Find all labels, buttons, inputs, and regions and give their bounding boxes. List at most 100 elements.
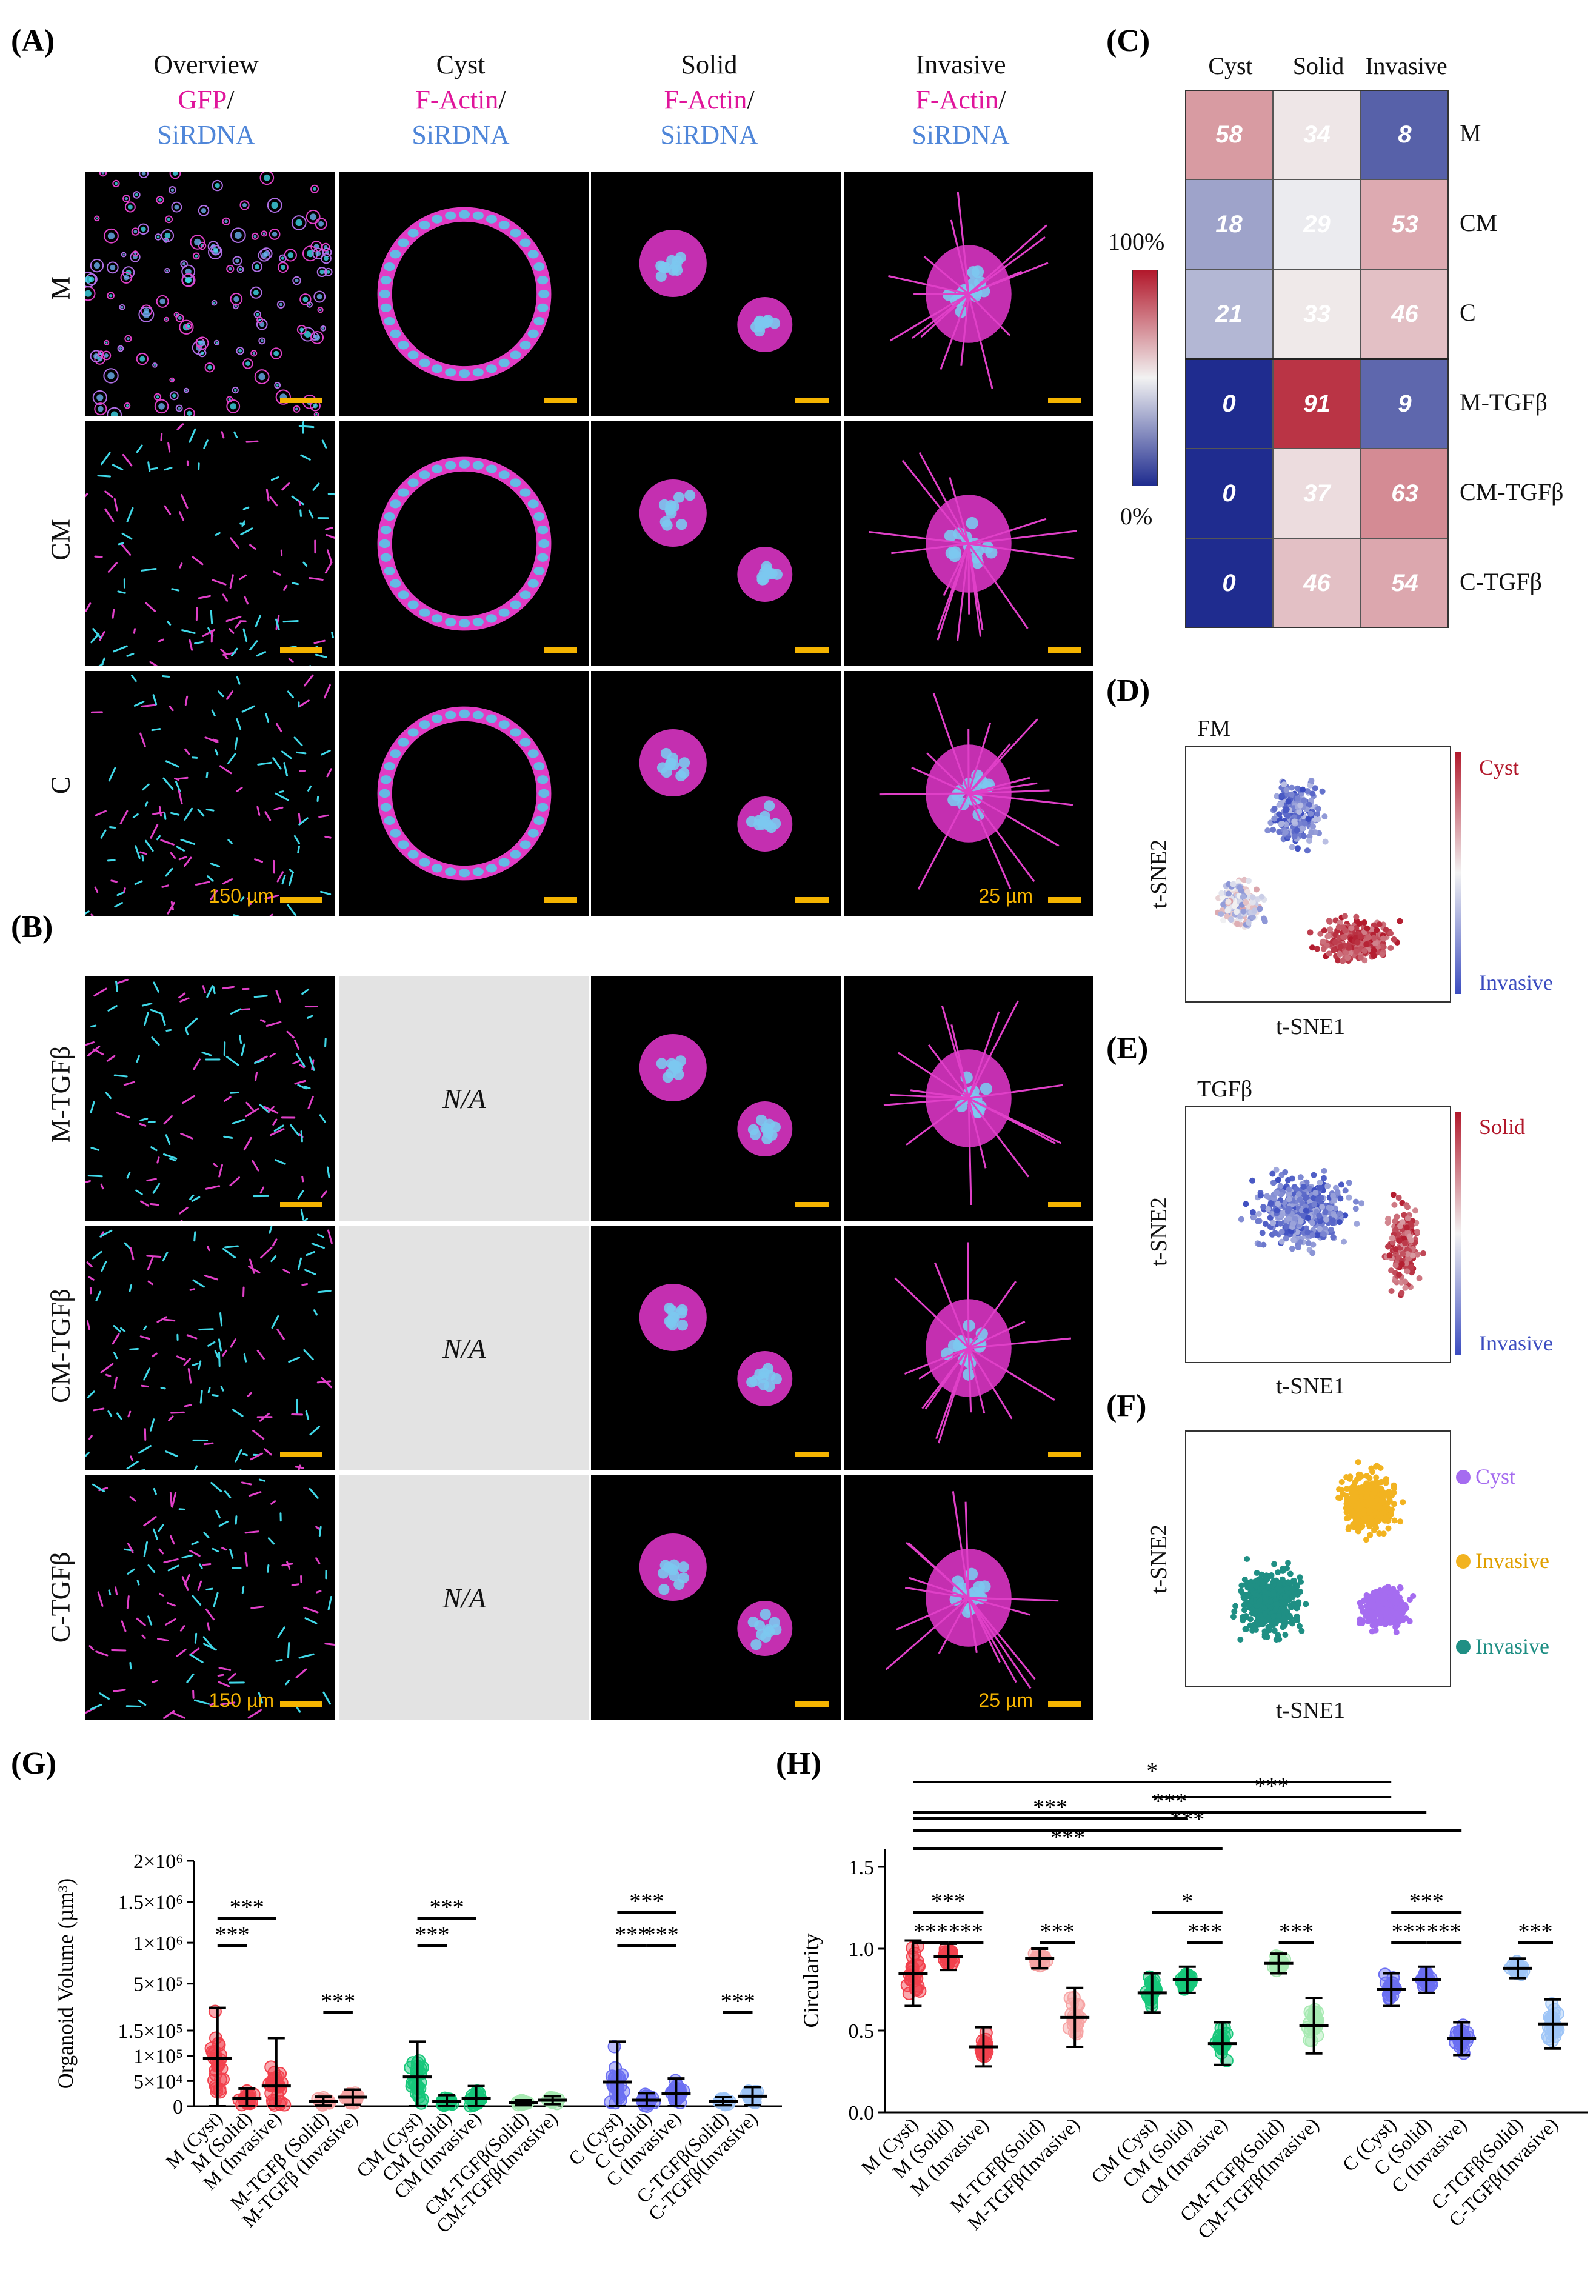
tsne-point xyxy=(1265,1206,1272,1212)
tsne-point xyxy=(1261,1588,1268,1595)
heatmap-separator xyxy=(1185,358,1449,360)
data-point xyxy=(274,2095,288,2109)
tsne-point xyxy=(1379,1492,1386,1498)
tsne-point xyxy=(1306,837,1312,844)
significance-mark: *** xyxy=(1187,1919,1222,1944)
tsne-point xyxy=(1416,1275,1423,1281)
tsne-point xyxy=(1292,1215,1298,1222)
significance-mark: *** xyxy=(430,1895,464,1920)
tsne-point xyxy=(1249,899,1256,906)
tsne-point xyxy=(1267,1598,1274,1605)
tsne-point xyxy=(1309,944,1315,951)
tsne-point xyxy=(1278,792,1285,799)
tsne-point xyxy=(1363,1612,1369,1619)
legend-swatch-invasive-2 xyxy=(1456,1640,1471,1654)
tsne-point xyxy=(1308,778,1315,784)
tsne-point xyxy=(1295,813,1302,819)
tsne-point xyxy=(1336,1219,1343,1226)
tsne-d-colorbar xyxy=(1455,752,1461,994)
microscopy-image xyxy=(591,1226,841,1470)
tsne-point xyxy=(1289,844,1295,850)
tsne-point xyxy=(1408,1264,1415,1270)
y-axis-label: Organoid Volume (µm³) xyxy=(53,1878,78,2089)
scale-bar xyxy=(280,1452,322,1457)
tsne-point xyxy=(1346,944,1352,951)
tsne-point xyxy=(1372,940,1378,947)
data-point xyxy=(262,2077,276,2091)
data-point xyxy=(1457,2046,1471,2060)
tsne-point xyxy=(1247,1616,1254,1623)
microscopy-image xyxy=(85,421,335,666)
tsne-point xyxy=(1398,1261,1405,1267)
heatmap-cell: 29 xyxy=(1273,179,1361,269)
scale-bar xyxy=(1048,1701,1081,1707)
tsne-point xyxy=(1300,825,1306,832)
tsne-point xyxy=(1330,1193,1337,1200)
tsne-point xyxy=(1341,913,1348,919)
tsne-point xyxy=(1414,1251,1421,1258)
tsne-point xyxy=(1412,1207,1419,1214)
tsne-point xyxy=(1393,1629,1400,1636)
tsne-point xyxy=(1242,1626,1249,1632)
tsne-point xyxy=(1409,1252,1416,1259)
tsne-point xyxy=(1314,811,1320,818)
microscopy-image xyxy=(591,671,841,916)
tsne-point xyxy=(1366,1618,1373,1624)
tsne-point xyxy=(1243,899,1249,906)
tsne-point xyxy=(1232,1603,1239,1609)
tsne-point xyxy=(1264,1193,1270,1200)
tsne-point xyxy=(1391,1485,1397,1492)
tsne-point xyxy=(1282,1632,1289,1638)
tsne-point xyxy=(1372,1627,1379,1634)
tsne-point xyxy=(1385,1525,1392,1532)
colorbar-max-label: 100% xyxy=(1108,228,1165,255)
tsne-point xyxy=(1381,1509,1387,1516)
tsne-point xyxy=(1392,1246,1399,1253)
tsne-point xyxy=(1343,949,1349,956)
tsne-point xyxy=(1309,1250,1316,1256)
tsne-point xyxy=(1289,1620,1295,1627)
tsne-point xyxy=(1306,1186,1313,1192)
tsne-point xyxy=(1400,1499,1406,1506)
microscopy-image xyxy=(339,172,589,416)
panel-label-a: (A) xyxy=(11,24,55,58)
tsne-point xyxy=(1270,1577,1277,1584)
tsne-point xyxy=(1276,829,1283,835)
tsne-point xyxy=(1354,1516,1361,1523)
tsne-point xyxy=(1287,1614,1294,1620)
tsne-point xyxy=(1341,1238,1347,1245)
tsne-point xyxy=(1352,1206,1359,1212)
tsne-f-plot-area xyxy=(1185,1430,1451,1687)
tsne-point xyxy=(1354,939,1361,946)
tsne-point xyxy=(1320,938,1326,945)
heatmap-col-label: Invasive xyxy=(1365,52,1447,79)
tsne-point xyxy=(1326,950,1332,957)
tsne-point xyxy=(1304,847,1311,854)
tsne-point xyxy=(1220,917,1227,924)
tsne-point xyxy=(1342,1212,1349,1219)
tsne-point xyxy=(1396,1237,1403,1244)
tsne-point xyxy=(1397,918,1403,924)
tsne-point xyxy=(1263,1630,1270,1637)
y-tick-label: 0 xyxy=(173,2096,183,2118)
tsne-f-scatter xyxy=(1230,1459,1417,1643)
tsne-point xyxy=(1323,1216,1330,1223)
tsne-point xyxy=(1288,791,1295,798)
tsne-point xyxy=(1290,1236,1297,1243)
tsne-point xyxy=(1285,798,1292,805)
tsne-point xyxy=(1360,1510,1367,1517)
chart-g-organoid-volume: 0 5×10⁴ 1×10⁵ 1.5×10⁵ 5×10⁵ 1×10⁶ 1.5×10⁶ 2×10⁶… xyxy=(53,1850,782,2237)
tsne-point xyxy=(1344,1501,1351,1508)
tsne-point xyxy=(1297,1174,1304,1181)
tsne-point xyxy=(1331,1197,1338,1204)
tsne-point xyxy=(1280,1606,1286,1613)
tsne-point xyxy=(1264,1583,1271,1590)
tsne-point xyxy=(1249,914,1256,921)
tsne-point xyxy=(1305,815,1312,822)
scale-bar xyxy=(280,647,322,653)
tsne-point xyxy=(1317,930,1324,937)
tsne-point xyxy=(1404,1215,1411,1222)
tsne-point xyxy=(1300,1184,1307,1190)
heatmap-row-label: M xyxy=(1460,119,1481,147)
